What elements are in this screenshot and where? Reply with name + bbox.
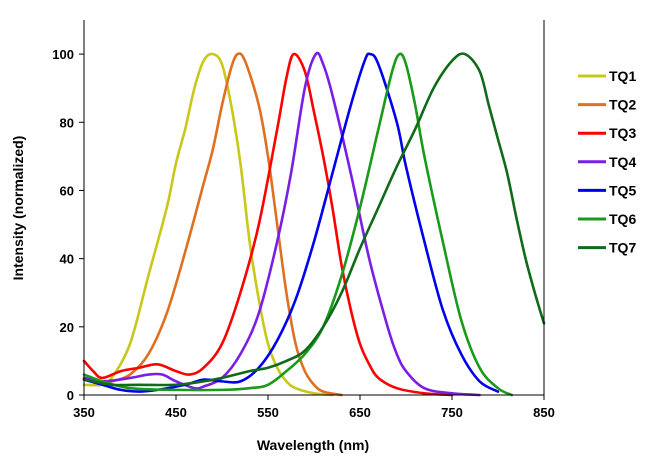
x-tick-label: 750	[441, 405, 463, 420]
series-line-tq5	[82, 52, 500, 393]
legend: TQ1 TQ2 TQ3 TQ4 TQ5 TQ6 TQ7	[578, 68, 636, 256]
legend-label: TQ2	[609, 97, 636, 113]
y-axis-title: Intensity (normalized)	[10, 136, 26, 281]
ticks: 350 450 550 650 750 850 0 20 40 60 80 100	[52, 47, 555, 420]
series-line-tq2	[82, 52, 343, 397]
y-tick-label: 100	[52, 47, 74, 62]
series-line-tq4	[82, 51, 481, 397]
axes	[83, 20, 545, 396]
y-tick-label: 60	[60, 183, 74, 198]
x-tick-label: 650	[349, 405, 371, 420]
legend-label: TQ7	[609, 240, 636, 256]
x-tick-label: 850	[533, 405, 555, 420]
legend-label: TQ4	[609, 154, 636, 170]
legend-label: TQ1	[609, 68, 636, 84]
x-tick-label: 450	[165, 405, 187, 420]
series-line-tq6	[82, 52, 514, 397]
legend-label: TQ6	[609, 211, 636, 227]
y-tick-label: 80	[60, 115, 74, 130]
series-line-tq3	[82, 52, 454, 397]
x-tick-label: 550	[257, 405, 279, 420]
x-axis-title: Wavelength (nm)	[257, 437, 369, 453]
x-tick-label: 350	[73, 405, 95, 420]
y-tick-label: 40	[60, 252, 74, 267]
y-tick-label: 0	[67, 388, 74, 403]
y-tick-label: 20	[60, 320, 74, 335]
legend-label: TQ3	[609, 125, 636, 141]
series-layer	[82, 51, 546, 397]
legend-label: TQ5	[609, 182, 636, 198]
series-line-tq7	[82, 52, 546, 387]
